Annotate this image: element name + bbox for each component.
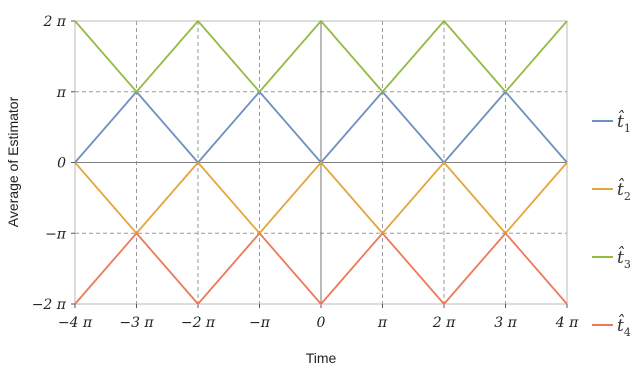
x-tick-label: −2 π [181,315,216,331]
legend-label-base: t̂ [617,178,624,200]
legend-label-subscript: 3 [624,258,631,271]
x-tick-label: 4 π [555,315,579,331]
legend-label-t1: t̂1 [617,110,631,135]
y-tick-label: −π [45,226,67,242]
x-axis-label: Time [306,350,337,366]
y-tick-label: π [56,85,67,101]
x-tick-label: π [377,315,388,331]
legend-label-base: t̂ [617,110,624,132]
series-line-t4 [74,232,568,305]
y-tick-label: 0 [57,156,66,172]
y-axis-label: Average of Estimator [5,96,21,227]
legend-label-t4: t̂4 [617,314,631,339]
x-tick-label: −4 π [58,315,93,331]
series-line-t2 [74,161,568,235]
series-lines [74,20,568,305]
y-tick-label: −2 π [32,297,67,313]
legend-label-subscript: 4 [624,326,631,339]
series-line-t3 [74,20,568,93]
legend-label-base: t̂ [617,246,624,268]
legend-label-subscript: 1 [624,122,631,135]
legend-label-t3: t̂3 [617,246,631,271]
legend-label-base: t̂ [617,314,624,336]
x-tick-label: −3 π [119,315,154,331]
y-tick-labels: 2 π π 0 −π −2 π [32,14,67,313]
x-tick-label: 2 π [432,315,456,331]
x-tick-label: −π [249,315,271,331]
legend-label-subscript: 2 [624,190,631,203]
x-tick-label: 0 [317,315,326,331]
x-tick-label: 3 π [494,315,517,331]
x-tick-labels: −4 π −3 π −2 π −π 0 π 2 π 3 π 4 π [58,315,579,331]
legend-label-t2: t̂2 [617,178,631,203]
y-tick-label: 2 π [42,14,66,30]
legend: t̂1t̂2t̂3t̂4 [592,110,631,339]
